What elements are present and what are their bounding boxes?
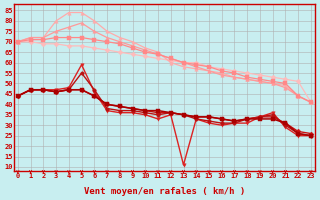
X-axis label: Vent moyen/en rafales ( km/h ): Vent moyen/en rafales ( km/h )	[84, 187, 245, 196]
